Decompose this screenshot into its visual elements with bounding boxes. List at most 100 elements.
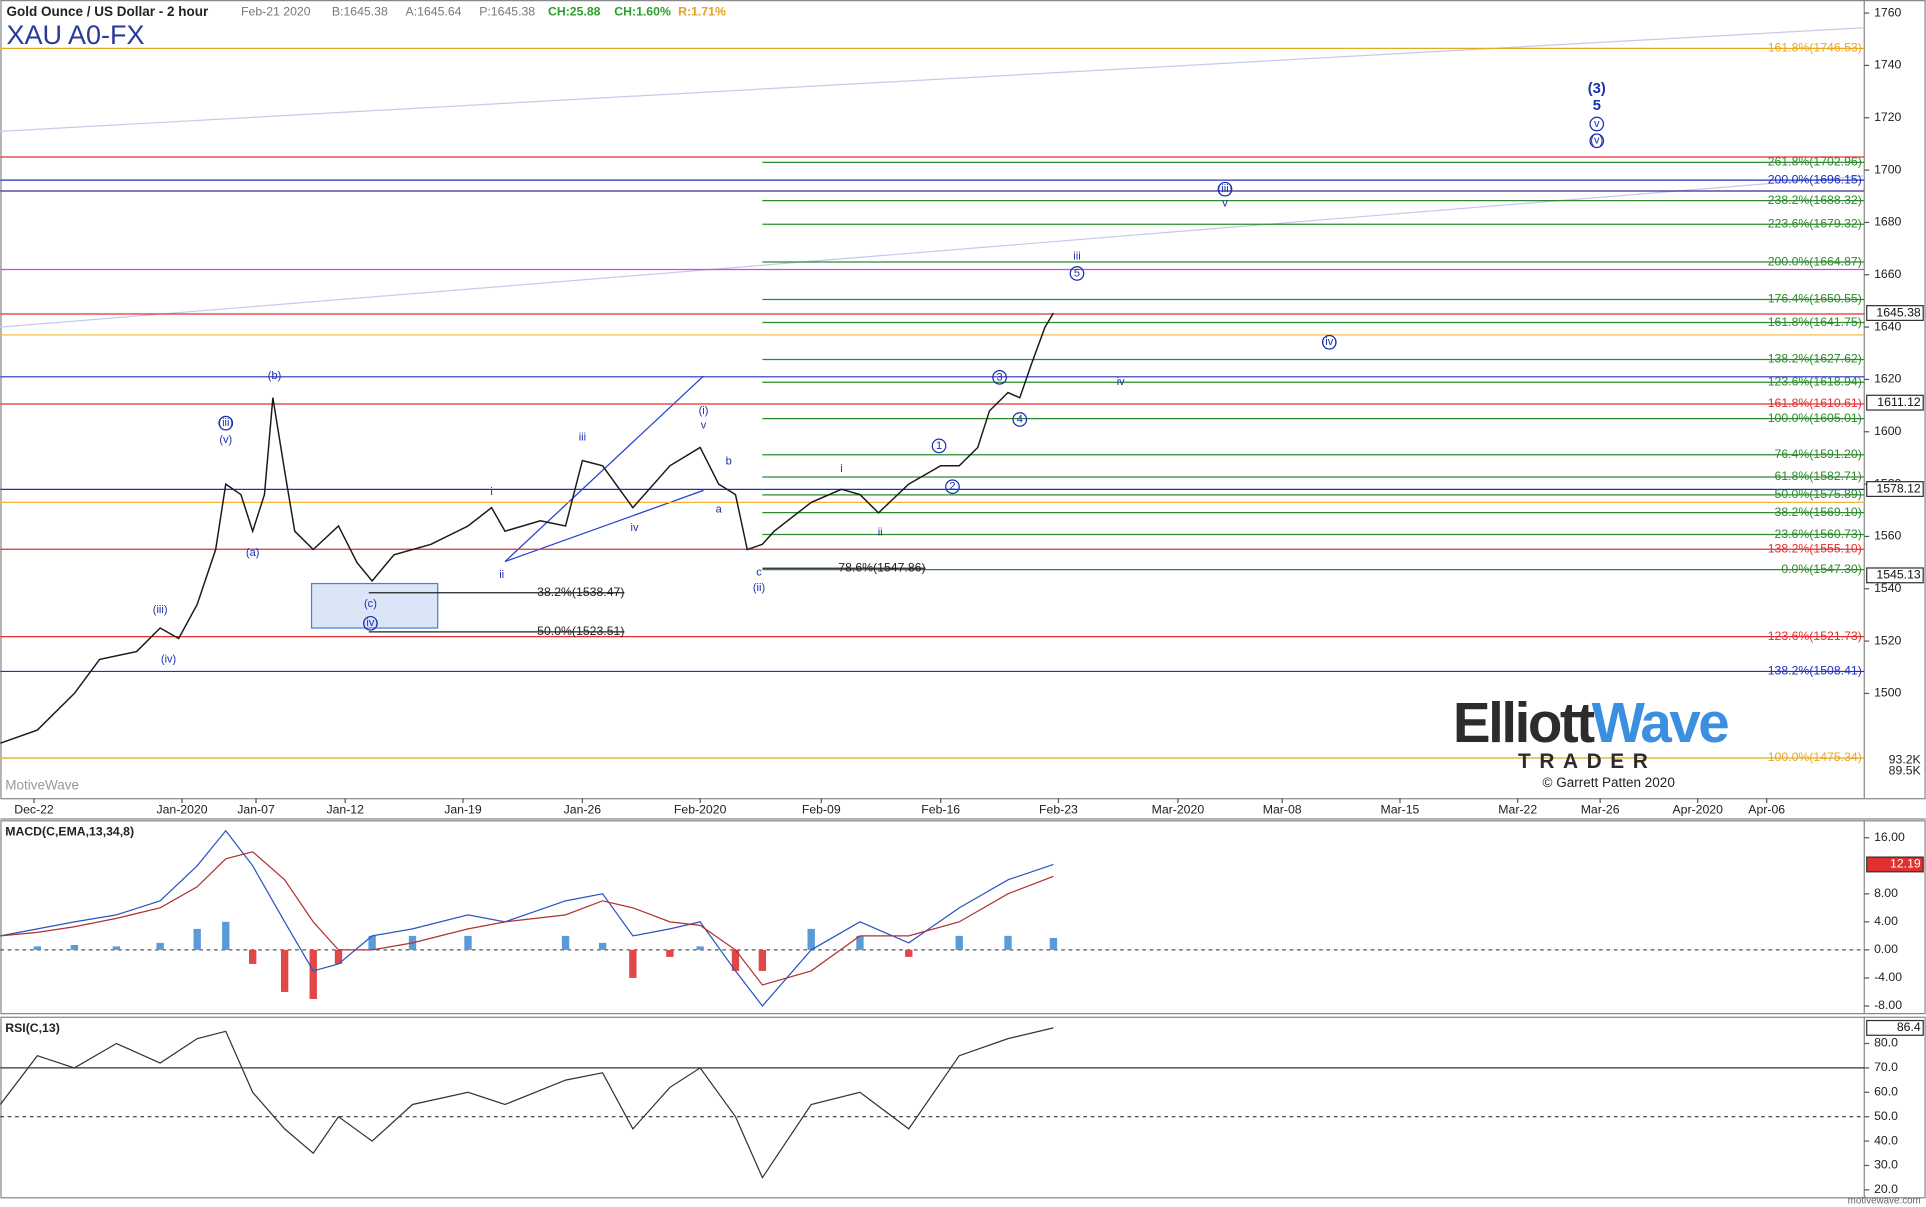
wave-circle <box>945 479 960 495</box>
x-tick-label: Jan-2020 <box>156 803 207 817</box>
wave-circle <box>1321 334 1337 350</box>
value-tag: 12.19 <box>1890 857 1921 871</box>
wave-label: ii <box>499 569 504 581</box>
x-tick-label: Jan-07 <box>237 803 275 817</box>
wave-circle <box>1012 412 1028 427</box>
change: CH:25.88 <box>548 5 601 19</box>
wave-label: v <box>1594 118 1600 130</box>
value-tag: 1611.12 <box>1877 395 1921 409</box>
wave-label: (iii) <box>1218 183 1233 195</box>
histogram-bar <box>905 949 913 957</box>
histogram-bar <box>1004 935 1012 950</box>
panel-title: MACD(C,EMA,13,34,8) <box>5 825 134 839</box>
y-tick-label: 40.0 <box>1874 1133 1898 1147</box>
y-tick-label: 1620 <box>1874 372 1901 386</box>
y-tick-label: 1700 <box>1874 162 1901 176</box>
wave-label: c <box>756 566 762 578</box>
wave-label: v <box>701 419 707 431</box>
x-tick-label: Jan-26 <box>564 803 602 817</box>
wave-label: 3 <box>997 371 1003 383</box>
value-tag-box <box>1866 856 1924 873</box>
bid: B:1645.38 <box>332 5 388 19</box>
wave-label: (v) <box>219 434 232 446</box>
histogram-bar <box>1049 937 1058 950</box>
value-tag: 1645.38 <box>1876 305 1921 319</box>
fib-label: 138.2%(1627.62) <box>1768 352 1862 366</box>
wave-circle <box>1589 133 1605 149</box>
fib-label: 176.4%(1650.55) <box>1768 292 1862 306</box>
fib-label: 238.2%(1688.32) <box>1768 193 1862 207</box>
y-tick-label: 1540 <box>1874 581 1901 595</box>
y-tick-label: 1640 <box>1874 319 1901 333</box>
y-tick-label: 70.0 <box>1874 1060 1898 1074</box>
y-tick-label: 4.00 <box>1874 914 1898 928</box>
wave-label: (a) <box>246 547 260 559</box>
value-tag-box <box>1866 305 1924 322</box>
level-label: 200.0%(1696.15) <box>1768 172 1862 186</box>
retrace-label: 38.2%(1538.47) <box>537 585 624 599</box>
wave-label: (iv) <box>161 653 176 665</box>
wave-circle <box>1069 266 1085 281</box>
value-tag-box <box>1866 1019 1924 1036</box>
wave-label: i <box>840 463 842 475</box>
trendline <box>0 27 1865 132</box>
wave-circle <box>992 369 1007 385</box>
y-tick-label: 1760 <box>1874 5 1901 19</box>
x-tick-label: Dec-22 <box>14 803 54 817</box>
x-tick-label: Mar-08 <box>1263 803 1302 817</box>
wave-label: a <box>716 504 723 516</box>
wave-label: (iii) <box>218 417 233 429</box>
level-label: 100.0%(1475.34) <box>1768 750 1862 764</box>
logo-word: Wave <box>1592 691 1729 754</box>
ask: A:1645.64 <box>406 5 462 19</box>
histogram-bar <box>70 944 79 950</box>
wave-circle <box>363 615 378 631</box>
histogram-bar <box>280 949 289 992</box>
y-tick-label: 80.0 <box>1874 1036 1898 1050</box>
retrace-label: 50.0%(1523.51) <box>537 624 624 638</box>
panel-frame <box>0 0 1926 800</box>
y-tick-label: 30.0 <box>1874 1158 1898 1172</box>
histogram-bar <box>112 946 121 950</box>
x-tick-label: Feb-23 <box>1039 803 1078 817</box>
wave-label: iv <box>631 522 639 534</box>
histogram-bar <box>856 935 864 950</box>
histogram-bar <box>464 935 472 950</box>
wave-label: (c) <box>364 598 377 610</box>
y-tick-label: 1560 <box>1874 529 1901 543</box>
fib-label: 38.2%(1569.10) <box>1775 505 1862 519</box>
fib-label: 23.6%(1560.73) <box>1775 527 1862 541</box>
fib-label: 0.0%(1547.30) <box>1781 562 1861 576</box>
watermark: MotiveWave <box>5 777 79 792</box>
rsi-line <box>0 1027 1054 1179</box>
value-tag-box <box>1866 481 1924 498</box>
y-tick-label: 1500 <box>1874 686 1901 700</box>
histogram-bar <box>156 942 164 950</box>
histogram-bar <box>309 949 317 999</box>
histogram-bar <box>629 949 637 978</box>
panel-frame <box>0 820 1926 1015</box>
x-tick-label: Mar-15 <box>1381 803 1420 817</box>
y-tick-label: 20.0 <box>1874 1182 1898 1196</box>
volume-tag: 93.2K <box>1889 752 1922 766</box>
logo-word: Elliott <box>1453 691 1595 754</box>
wave-label: 2 <box>949 481 955 493</box>
panel-title: RSI(C,13) <box>5 1021 60 1035</box>
value-tag-box <box>1866 567 1924 584</box>
macd-line <box>0 851 1054 986</box>
wave-label: (i) <box>699 405 709 417</box>
histogram-bar <box>666 949 674 957</box>
histogram-bar <box>222 921 230 950</box>
wave-label: 5 <box>1074 267 1080 279</box>
level-label: 138.2%(1555.10) <box>1768 541 1862 555</box>
x-tick-label: Jan-12 <box>326 803 364 817</box>
histogram-bar <box>758 949 767 971</box>
y-tick-label: 60.0 <box>1874 1085 1898 1099</box>
x-tick-label: Apr-2020 <box>1672 803 1723 817</box>
panel-frame <box>0 1016 1926 1199</box>
level-label: 138.2%(1508.41) <box>1768 664 1862 678</box>
range: R:1.71% <box>678 5 726 19</box>
instrument: Gold Ounce / US Dollar - 2 hour <box>6 4 209 19</box>
wave-circle <box>1589 116 1605 132</box>
